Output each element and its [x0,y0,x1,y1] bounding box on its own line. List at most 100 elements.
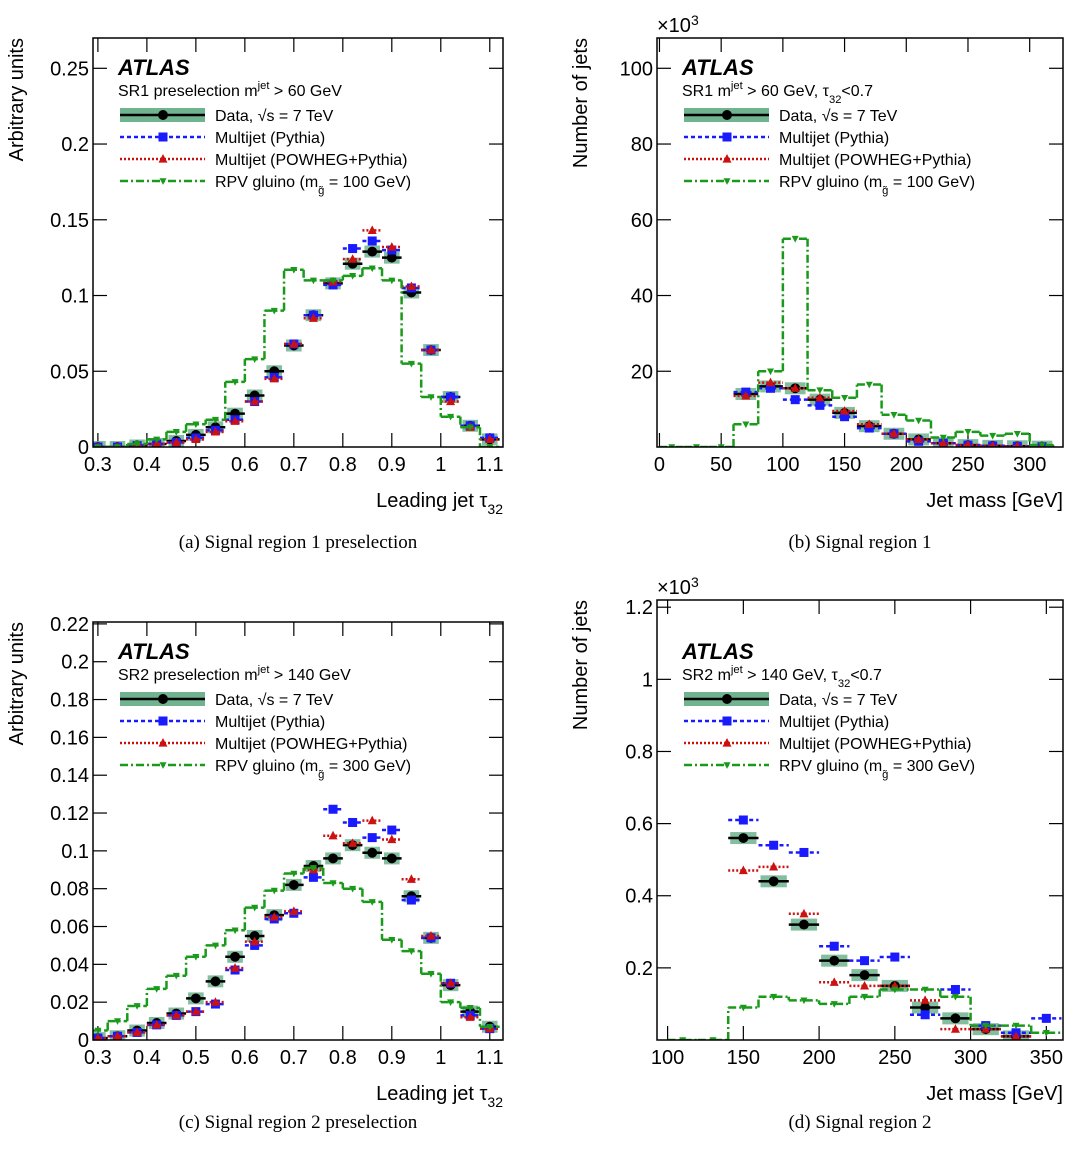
annotation-part: SR2 preselection m [118,667,258,684]
y-tick-label: 40 [631,286,653,308]
marker [368,265,376,273]
x-tick-label: 250 [951,454,984,476]
data-point [244,396,265,406]
marker [132,1027,142,1037]
marker [426,931,436,940]
marker [230,416,240,425]
legend-entry: Multijet (POWHEG+Pythia) [779,152,971,169]
marker [790,383,800,392]
marker [250,940,260,950]
data-point [264,912,285,921]
data-point [909,995,941,1004]
data-point [362,245,383,258]
data-point [856,423,882,433]
marker [367,833,377,843]
marker [388,936,396,944]
data-point [107,1031,128,1040]
data-point [832,394,857,402]
data-point [225,416,245,425]
data-point [264,373,285,383]
legend-marker [722,716,732,726]
caption: (b) Signal region 1 [788,532,931,553]
marker [158,738,168,747]
annotation-part: <0.7 [850,667,882,684]
marker [328,853,338,864]
marker [387,825,397,835]
annotation-part: > 140 GeV, τ [743,667,839,684]
data-point [782,383,808,392]
marker [800,997,808,1005]
data-point [788,918,820,931]
legend-marker [158,154,168,163]
annotation-part: > 60 GeV [269,83,342,100]
marker [348,817,358,827]
data-point [909,1010,941,1020]
caption: (d) Signal region 2 [788,1112,931,1133]
legend-entry: RPV gluino (mg̃ = 300 GeV) [779,758,975,781]
marker [738,833,749,843]
marker [289,906,299,915]
marker [172,972,180,980]
annotation-part: jet [730,80,744,92]
marker [153,986,161,993]
marker [309,277,317,285]
marker [231,379,239,386]
marker [920,995,930,1004]
data-point [205,416,226,424]
marker [447,413,455,421]
data-point [401,948,422,955]
data-point [849,993,880,1001]
x-axis-label: Jet mass [GeV] [926,490,1063,512]
data-point [879,952,910,962]
x-tick-label: 0.3 [84,1047,112,1069]
x-tick-label: 0.6 [231,1047,259,1069]
marker [890,412,898,419]
data-point [832,412,857,422]
data-point [460,424,480,432]
marker [191,434,201,444]
x-tick-label: 0.8 [329,1047,357,1069]
marker [723,178,731,185]
marker [171,437,181,447]
plot-frame [92,37,504,448]
marker [309,865,317,872]
marker [387,834,397,844]
data-point [940,993,971,1001]
y-tick-label: 1.2 [625,597,653,619]
atlas-label: ATLAS [117,55,190,80]
marker [387,242,397,251]
data-point [264,307,285,315]
annotation-part: > 60 GeV, τ [743,83,830,100]
marker [859,970,870,981]
x-tick-label: 1.1 [476,1047,504,1069]
data-point [205,975,226,988]
annotation-part: 32 [829,94,841,106]
data-point [127,1027,147,1037]
data-point [758,368,783,376]
marker [427,971,435,978]
caption: (c) Signal region 2 preselection [179,1112,418,1133]
data-point [980,440,1005,447]
data-point [186,421,206,429]
marker [270,887,278,895]
data-point [1000,1031,1032,1040]
marker [841,394,849,402]
data-point [342,838,363,847]
marker [799,908,809,918]
y-tick-label: 0.05 [50,361,89,383]
marker [915,417,923,425]
legend-entry: Multijet (POWHEG+Pythia) [215,736,407,753]
legend-marker [158,716,168,726]
data-point [440,396,461,406]
marker [446,396,456,406]
y-tick-label: 100 [620,58,653,80]
x-tick-label: 300 [1013,454,1046,476]
data-point [225,927,245,935]
marker [349,885,357,893]
marker [486,1023,494,1031]
y-tick-label: 0.2 [625,958,653,980]
y-tick-label: 0.04 [50,954,89,976]
marker [406,281,416,291]
data-point [881,412,907,419]
legend-entry-part: g̃ [882,769,888,781]
